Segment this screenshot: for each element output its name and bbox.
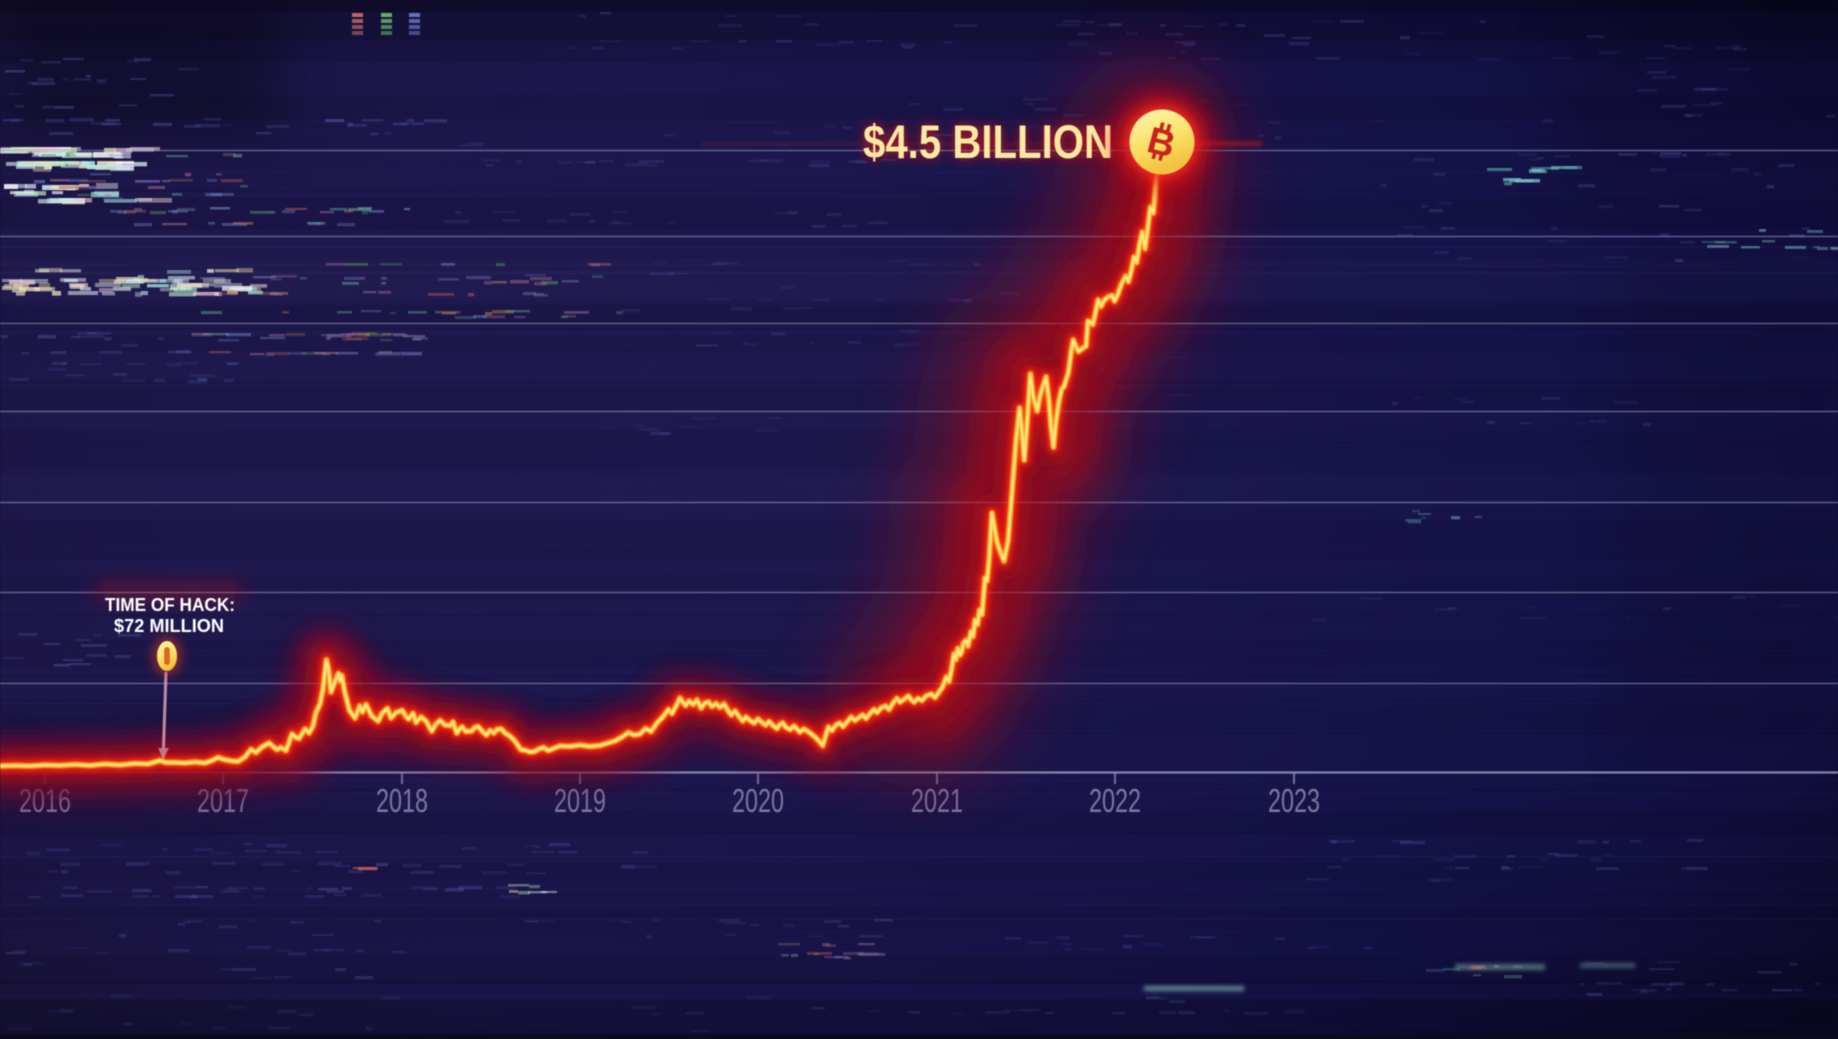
svg-text:$72 MILLION: $72 MILLION: [114, 615, 224, 636]
svg-text:$4.5 BILLION: $4.5 BILLION: [863, 115, 1113, 168]
svg-text:TIME OF HACK:: TIME OF HACK:: [105, 594, 235, 615]
svg-text:$4.5 BILLION: $4.5 BILLION: [863, 115, 1113, 168]
